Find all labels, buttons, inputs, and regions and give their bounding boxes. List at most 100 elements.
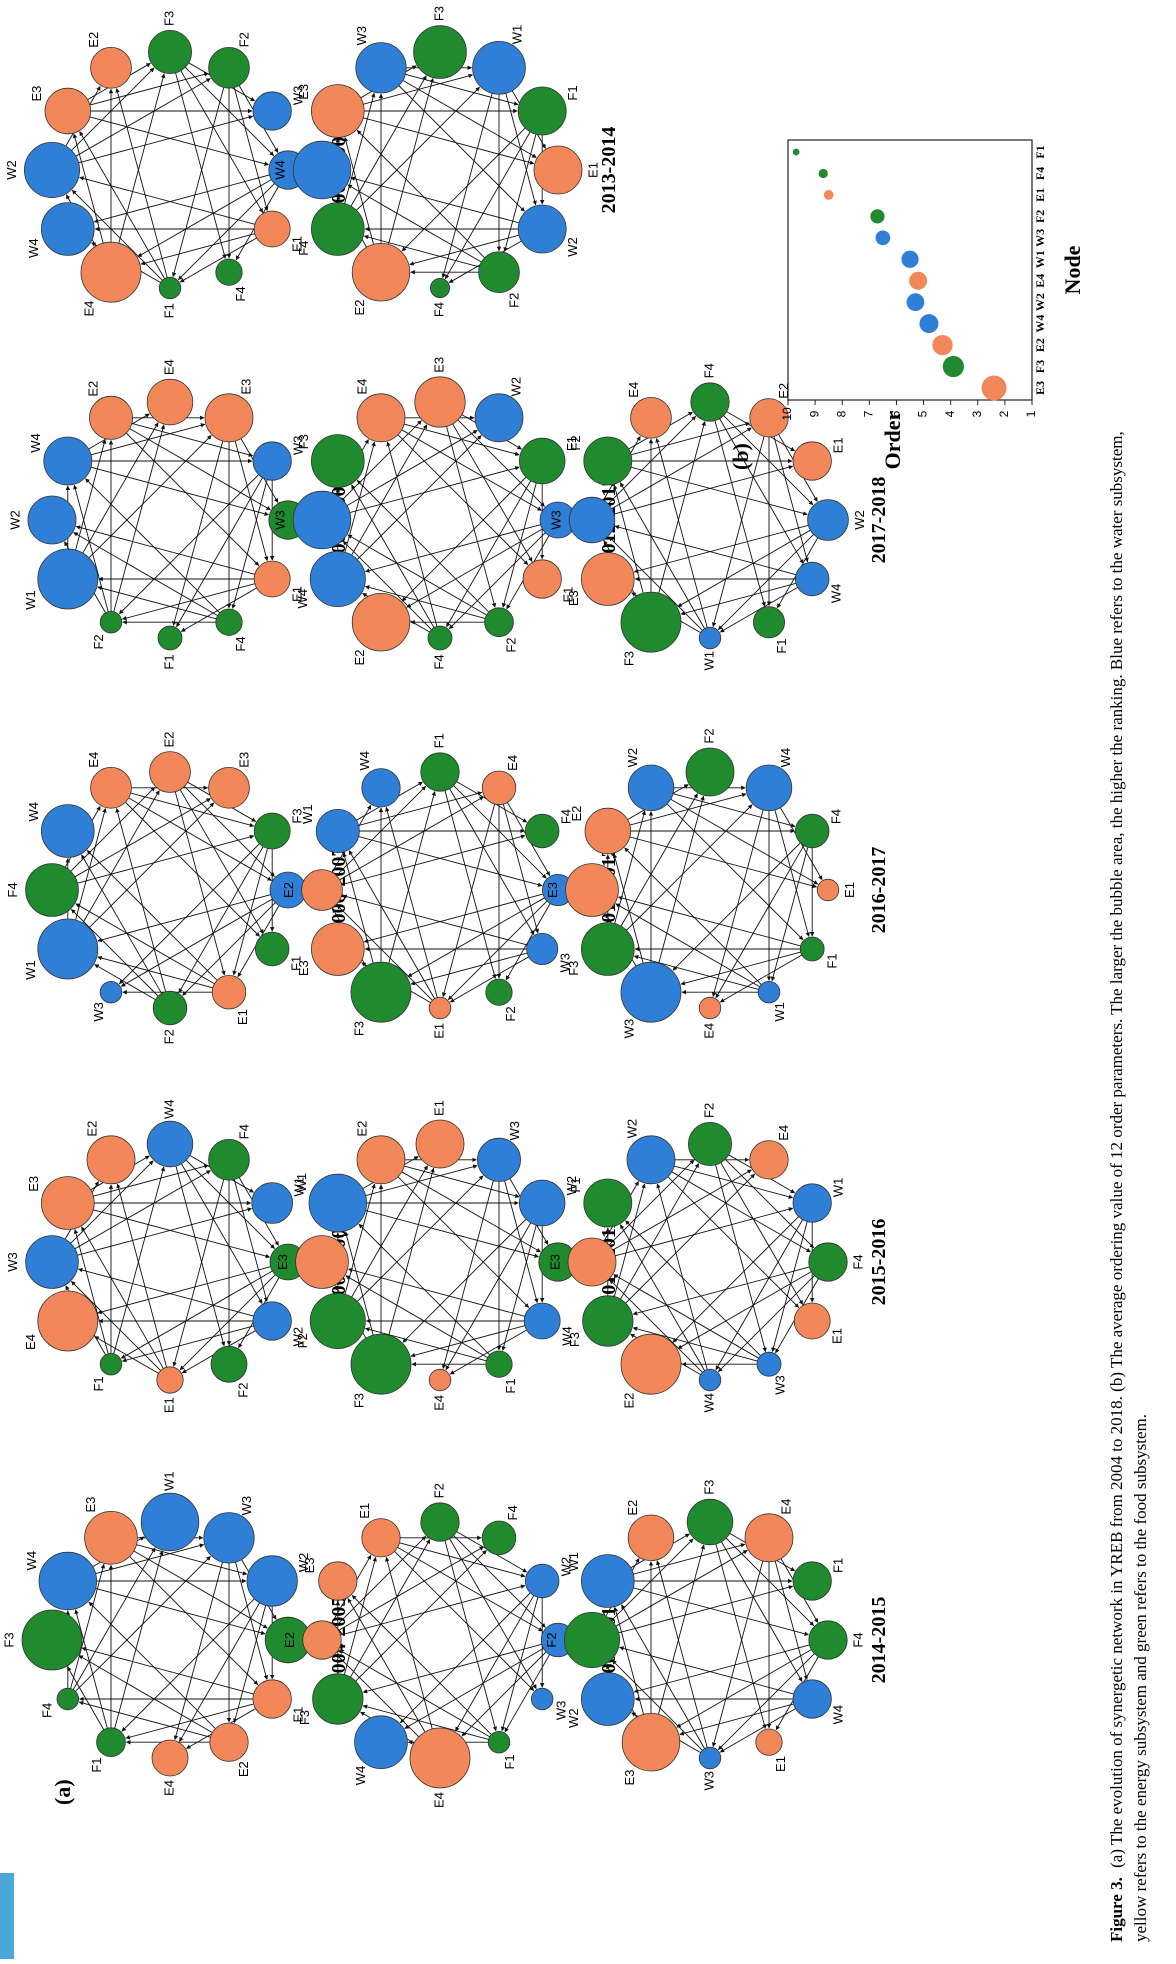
network-edge [125,1703,254,1740]
network-node-label: W2 [508,377,523,397]
network-node-label: E2 [569,806,584,822]
bubble-point [932,334,953,356]
network-2010-2011: F4W4F1E4F3F2E3W1E2E1W3W22010-2011 [275,1100,620,1411]
network-node [793,1302,831,1340]
network-node-label: F4 [701,363,716,378]
network-node [620,591,682,653]
network-edge [711,1560,764,1748]
network-node [215,258,243,286]
network-edge [179,1274,276,1371]
network-node [808,1242,848,1282]
network-edge [441,803,496,998]
network-node [698,1746,722,1770]
network-node [56,1687,80,1711]
network-edge [672,1216,799,1343]
network-edge [611,427,752,509]
network-node [295,1235,349,1289]
network-edge [74,1170,211,1250]
network-edge [130,792,255,828]
network-edge [234,440,269,562]
network-edge [118,73,166,244]
network-node [252,441,292,481]
network-edge [93,1164,209,1197]
network-edge [179,1602,260,1742]
network-node [627,1514,675,1562]
network-node [526,933,559,966]
network-edge [97,585,217,620]
network-edge [363,117,535,165]
network-edge [78,115,254,164]
network-node-label: W3 [621,1019,636,1039]
network-edge [336,904,433,1001]
network-node [90,767,132,809]
network-node-label: W1 [831,1178,846,1198]
network-edge [397,1547,543,1632]
network-node [211,974,247,1010]
network-edge [679,1703,794,1736]
network-node-label: E4 [23,1334,38,1350]
network-node [472,41,526,95]
network-node-label: E3 [622,1770,637,1786]
network-node [157,625,183,651]
order-tick-label: 3 [970,410,984,417]
network-node-label: F3 [567,1332,582,1347]
network-node-label: W1 [566,1552,581,1572]
network-edge [614,525,797,576]
network-node [253,812,291,850]
network-node-label: W4 [829,584,844,604]
network-node-label: E3 [238,379,253,395]
network-node [688,1122,733,1167]
network-edge [501,482,537,608]
network-edge [137,179,272,258]
network-edge [178,846,264,993]
node-tick-label: E2 [1033,338,1047,352]
network-edge [402,80,537,158]
network-node [799,936,825,962]
network-edge [72,1547,156,1690]
svg-text:Figure 3. (a) The evol: Figure 3. (a) The evolution of synergeti… [1107,431,1126,1942]
network-node-label: F1 [831,1558,846,1573]
network-edge [89,72,209,106]
network-edge [180,70,264,213]
network-node [80,241,142,303]
network-node [25,863,79,917]
network-node-label: E3 [545,882,560,898]
network-edge [78,1267,254,1317]
network-node-label: W4 [357,751,372,771]
network-node-label: F3 [296,434,311,449]
network-edge [75,1556,211,1692]
network-node-label: W3 [553,1701,568,1721]
node-tick-label: W3 [1033,229,1047,247]
network-node [481,770,517,806]
panel-a-label: (a) [50,1779,75,1805]
network-node [745,764,793,812]
network-edge [680,582,797,616]
network-edge [74,1609,108,1729]
network-node-label: E2 [776,383,791,399]
network-node [757,980,781,1004]
network-node-label: E2 [621,1393,636,1409]
network-edge [445,1222,532,1371]
network-edge [388,1167,435,1336]
network-edge [633,1587,809,1636]
network-edge [116,1183,168,1368]
node-tick-label: F4 [1033,167,1047,180]
network-edge [613,1274,759,1359]
network-edge [82,790,160,924]
network-node-label: E3 [547,1254,562,1270]
network-edge [73,532,218,616]
network-edge [356,130,485,259]
network-node [315,809,360,854]
network-node-label: F2 [507,293,522,308]
network-edge [401,476,527,602]
network-edge [630,421,750,456]
network-node-label: E1 [842,882,857,898]
network-node-label: E4 [86,752,101,768]
network-2006-2007: W2F1E1F2W3W1F4W4E4E2E3F32006-2007 [5,732,350,1045]
network-node-label: W3 [239,1496,254,1516]
network-node [567,1237,617,1287]
network-2014-2015: F4 W4 E1 W3 E3 W2 F2 W1 E2 F3 E4 F1 2014-2015 [544,1480,890,1791]
network-node [252,1679,292,1719]
